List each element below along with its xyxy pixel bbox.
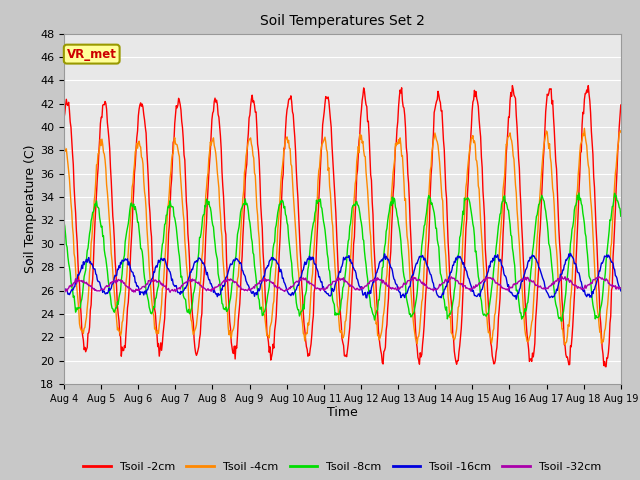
- Text: VR_met: VR_met: [67, 48, 116, 60]
- Legend: Tsoil -2cm, Tsoil -4cm, Tsoil -8cm, Tsoil -16cm, Tsoil -32cm: Tsoil -2cm, Tsoil -4cm, Tsoil -8cm, Tsoi…: [79, 457, 606, 477]
- X-axis label: Time: Time: [327, 407, 358, 420]
- Title: Soil Temperatures Set 2: Soil Temperatures Set 2: [260, 14, 425, 28]
- Y-axis label: Soil Temperature (C): Soil Temperature (C): [24, 144, 37, 273]
